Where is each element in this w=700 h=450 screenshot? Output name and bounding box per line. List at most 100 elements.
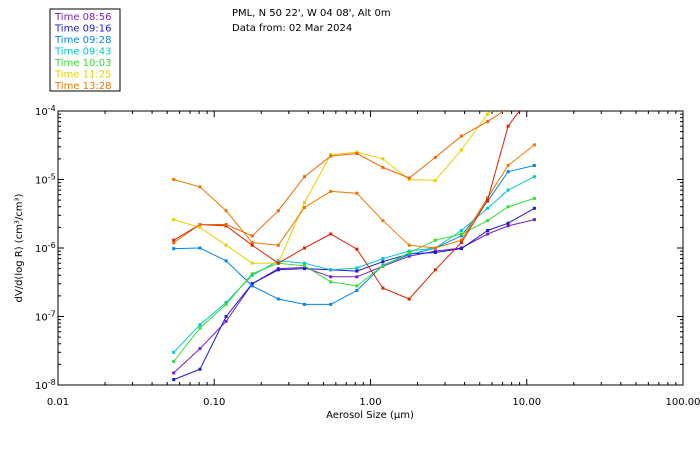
legend-box — [49, 8, 121, 92]
data-point — [276, 297, 280, 301]
data-point — [355, 191, 359, 195]
data-point — [198, 347, 202, 351]
data-point — [276, 209, 280, 213]
data-point — [329, 268, 333, 272]
x-tick-label: 0.10 — [203, 397, 225, 408]
data-point — [172, 178, 176, 181]
y-tick-label: 10-5 — [35, 173, 56, 187]
series-8 — [172, 97, 536, 245]
data-point — [329, 232, 333, 236]
data-point — [276, 243, 280, 247]
data-point — [459, 232, 463, 236]
data-point — [172, 247, 176, 251]
data-point — [407, 254, 411, 258]
series-line — [173, 197, 535, 362]
data-point — [407, 297, 411, 301]
data-point — [486, 112, 490, 116]
x-tick-label: 10.00 — [512, 397, 541, 408]
data-point — [303, 175, 306, 179]
data-point — [459, 234, 463, 238]
data-point — [172, 218, 176, 222]
data-point — [486, 206, 490, 210]
data-point — [198, 323, 202, 327]
data-point — [355, 275, 359, 279]
data-point — [533, 97, 536, 100]
legend-entry: Time 10:03 — [54, 58, 111, 69]
data-point — [459, 134, 463, 138]
data-point — [224, 315, 228, 318]
data-point — [224, 302, 228, 306]
data-point — [381, 260, 385, 264]
series-5 — [172, 97, 536, 265]
data-point — [276, 261, 280, 265]
data-point — [329, 302, 333, 306]
data-point — [224, 243, 228, 247]
data-point — [250, 243, 254, 247]
data-point — [407, 243, 411, 247]
data-point — [506, 224, 510, 228]
data-point — [507, 97, 510, 100]
data-point — [486, 120, 490, 124]
x-axis-label: Aerosol Size (µm) — [326, 410, 414, 421]
data-point — [381, 286, 385, 290]
data-point — [276, 268, 280, 272]
data-point — [506, 164, 510, 167]
data-point — [303, 267, 306, 271]
data-point — [486, 196, 490, 200]
data-point — [198, 367, 202, 371]
legend-entry: Time 13:28 — [54, 81, 111, 92]
data-point — [433, 268, 437, 272]
data-point — [459, 238, 463, 242]
data-point — [407, 251, 411, 255]
series-4 — [172, 196, 536, 363]
data-point — [381, 219, 385, 223]
data-point — [250, 234, 254, 238]
data-point — [532, 218, 536, 222]
legend-entry: Time 08:56 — [54, 12, 111, 23]
data-point — [224, 223, 228, 226]
header-date: Data from: 02 Mar 2024 — [232, 23, 352, 34]
series-6 — [172, 143, 536, 250]
data-point — [532, 143, 536, 147]
data-point — [329, 154, 333, 158]
data-point — [433, 246, 437, 250]
data-point — [407, 176, 411, 180]
data-point — [355, 269, 359, 273]
data-point — [198, 223, 202, 226]
series-line — [173, 111, 505, 244]
data-point — [459, 247, 463, 251]
data-point — [224, 209, 228, 213]
series-7 — [172, 89, 536, 301]
data-point — [533, 97, 536, 100]
data-point — [250, 282, 254, 286]
data-point — [532, 206, 536, 210]
x-tick-label: 0.01 — [47, 397, 69, 408]
data-point — [172, 378, 176, 382]
data-point — [459, 229, 463, 232]
data-point — [198, 185, 202, 189]
x-tick-label: 1.00 — [359, 397, 381, 408]
data-point — [486, 229, 490, 232]
data-point — [486, 219, 490, 223]
y-tick-label: 10-8 — [35, 378, 56, 392]
series-line — [173, 219, 535, 374]
data-point — [172, 241, 176, 245]
data-point — [198, 225, 202, 229]
data-point — [276, 259, 280, 263]
data-point — [486, 232, 490, 236]
data-point — [507, 107, 510, 110]
data-point — [172, 350, 176, 354]
data-point — [224, 301, 228, 304]
data-point — [224, 319, 228, 323]
data-point — [433, 251, 437, 254]
data-point — [459, 148, 463, 152]
data-point — [486, 198, 490, 202]
y-tick-label: 10-4 — [35, 104, 56, 118]
data-point — [533, 89, 536, 92]
data-point — [381, 157, 385, 161]
data-point — [303, 206, 306, 209]
data-point — [433, 178, 437, 182]
axis-ticks — [57, 111, 683, 386]
